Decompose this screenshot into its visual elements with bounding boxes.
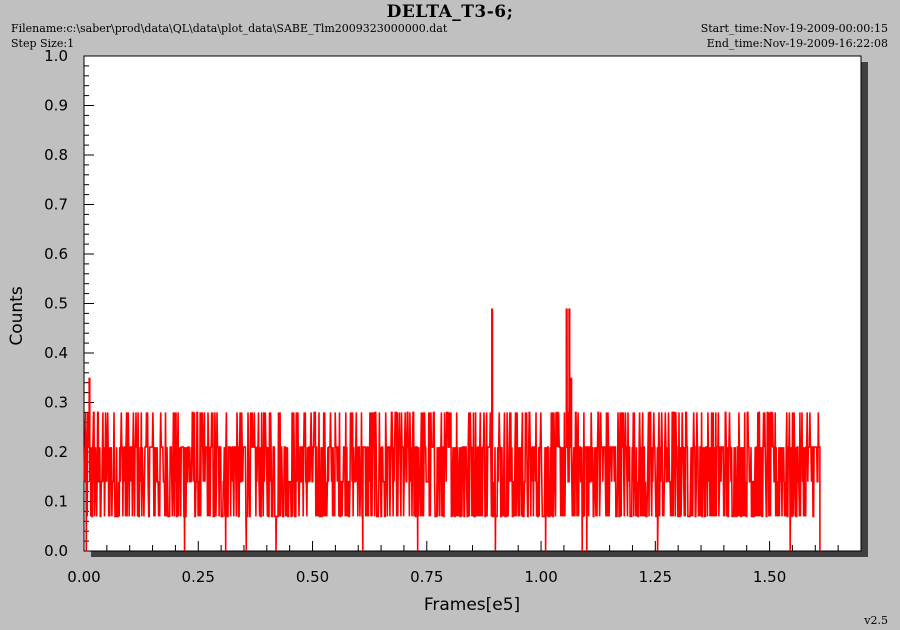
x-axis-title: Frames[e5] (424, 595, 520, 615)
y-tick-label: 0.8 (44, 146, 68, 164)
x-tick-label: 1.00 (524, 568, 557, 586)
x-tick-label: 0.50 (296, 568, 329, 586)
x-tick-label: 0.00 (67, 568, 100, 586)
y-tick-label: 0.3 (44, 394, 68, 412)
end-time-label: End_time:Nov-19-2009-16:22:08 (706, 37, 888, 50)
series-layer (83, 308, 821, 552)
step-size-label: Step Size:1 (11, 37, 75, 50)
y-tick-label: 0.2 (44, 443, 68, 461)
y-tick-label: 0.0 (44, 542, 68, 560)
x-tick-label: 1.25 (639, 568, 672, 586)
y-tick-label: 0.9 (44, 97, 68, 115)
y-tick-label: 0.1 (44, 493, 68, 511)
y-tick-label: 0.5 (44, 295, 68, 313)
x-tick-label: 0.25 (182, 568, 215, 586)
series-line (83, 308, 821, 552)
x-tick-label: 1.50 (753, 568, 786, 586)
version-label: v2.5 (864, 614, 888, 627)
y-axis-title: Counts (7, 286, 27, 345)
start-time-label: Start_time:Nov-19-2009-00:00:15 (700, 22, 888, 35)
y-tick-label: 0.7 (44, 196, 68, 214)
chart-title: DELTA_T3-6; (386, 2, 514, 22)
filename-label: Filename:c:\saber\prod\data\QL\data\plot… (11, 22, 448, 35)
y-tick-label: 0.4 (44, 344, 68, 362)
y-tick-label: 0.6 (44, 245, 68, 263)
y-axis: 0.0 0.1 0.2 0.3 0.4 0.5 0.6 0.7 0.8 0.9 1.0 (44, 47, 94, 560)
y-tick-label: 1.0 (44, 47, 68, 65)
x-axis: 0.00 0.25 0.50 0.75 1.00 1.25 1.50 (67, 541, 862, 586)
x-tick-label: 0.75 (410, 568, 443, 586)
